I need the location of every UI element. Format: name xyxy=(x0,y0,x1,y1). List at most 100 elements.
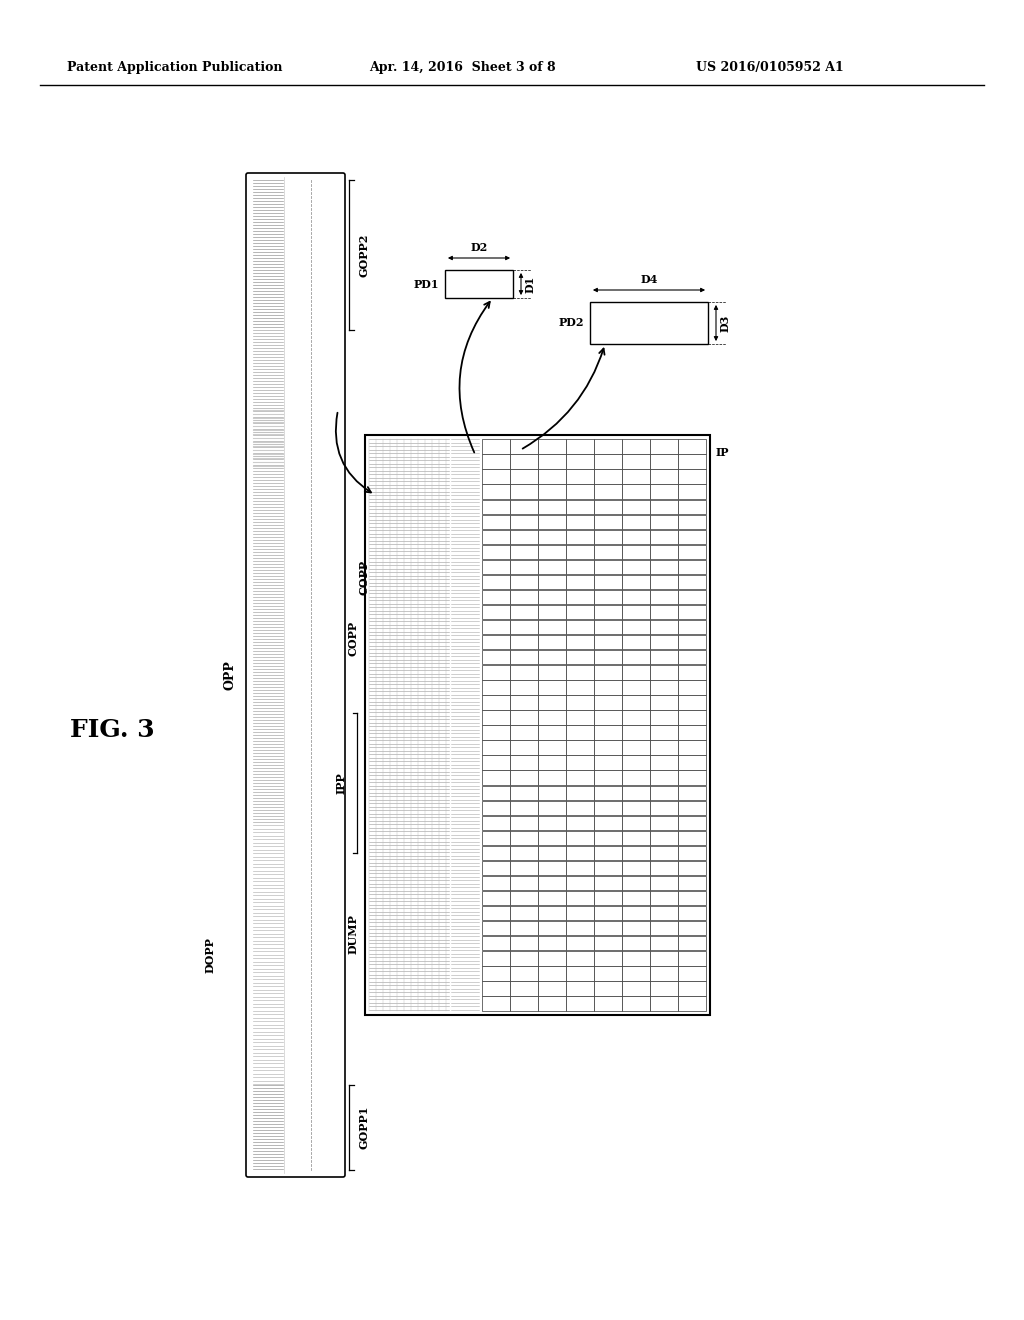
Bar xyxy=(623,997,649,1011)
Bar xyxy=(482,545,510,560)
Bar xyxy=(566,800,594,814)
Bar xyxy=(650,470,678,484)
Text: D4: D4 xyxy=(640,275,657,285)
Bar xyxy=(594,590,622,605)
Bar xyxy=(510,499,538,513)
Bar xyxy=(482,440,510,454)
Bar xyxy=(594,816,622,830)
Bar xyxy=(678,846,706,861)
Text: COPP: COPP xyxy=(358,560,370,595)
Bar xyxy=(623,891,649,906)
Bar xyxy=(482,830,510,845)
Bar xyxy=(482,680,510,694)
Text: GOPP1: GOPP1 xyxy=(358,1106,370,1150)
Bar xyxy=(566,560,594,574)
Bar xyxy=(594,966,622,981)
Bar xyxy=(566,755,594,770)
Bar xyxy=(482,771,510,785)
Bar xyxy=(623,710,649,725)
Text: COPP: COPP xyxy=(347,620,358,656)
Bar xyxy=(678,861,706,875)
Bar xyxy=(678,755,706,770)
Bar xyxy=(623,605,649,619)
Bar xyxy=(650,997,678,1011)
Bar xyxy=(678,635,706,649)
Bar xyxy=(510,771,538,785)
Bar xyxy=(482,997,510,1011)
Bar xyxy=(623,861,649,875)
Bar xyxy=(482,710,510,725)
Bar xyxy=(510,876,538,890)
Bar xyxy=(539,725,565,739)
Bar xyxy=(566,861,594,875)
Bar xyxy=(623,725,649,739)
Bar xyxy=(482,785,510,800)
Bar xyxy=(510,936,538,950)
Bar xyxy=(594,921,622,936)
Bar xyxy=(510,846,538,861)
Bar xyxy=(594,981,622,995)
Bar xyxy=(623,620,649,635)
Bar xyxy=(678,785,706,800)
Text: IPP: IPP xyxy=(336,772,346,793)
Bar xyxy=(678,800,706,814)
Text: FIG. 3: FIG. 3 xyxy=(70,718,155,742)
Bar xyxy=(482,499,510,513)
Bar xyxy=(678,966,706,981)
Bar xyxy=(623,484,649,499)
Bar xyxy=(482,484,510,499)
Bar xyxy=(650,680,678,694)
Bar xyxy=(650,696,678,710)
Text: Apr. 14, 2016  Sheet 3 of 8: Apr. 14, 2016 Sheet 3 of 8 xyxy=(369,62,555,74)
Bar xyxy=(650,816,678,830)
Bar xyxy=(678,499,706,513)
Bar xyxy=(623,665,649,680)
Bar xyxy=(510,649,538,664)
Bar xyxy=(482,574,510,589)
Bar xyxy=(650,484,678,499)
Bar xyxy=(539,440,565,454)
Bar xyxy=(594,515,622,529)
Bar xyxy=(678,545,706,560)
Bar xyxy=(510,574,538,589)
Bar xyxy=(566,649,594,664)
Bar xyxy=(678,936,706,950)
Bar xyxy=(623,906,649,920)
Bar xyxy=(678,830,706,845)
Bar xyxy=(482,861,510,875)
Bar xyxy=(482,560,510,574)
Bar xyxy=(539,966,565,981)
Bar xyxy=(482,966,510,981)
Bar xyxy=(594,574,622,589)
Bar xyxy=(623,470,649,484)
Bar xyxy=(510,997,538,1011)
Bar xyxy=(594,952,622,965)
Text: D1: D1 xyxy=(525,276,536,293)
Bar xyxy=(650,574,678,589)
Bar xyxy=(510,545,538,560)
Bar xyxy=(510,755,538,770)
Bar xyxy=(623,876,649,890)
Bar xyxy=(594,741,622,755)
Bar xyxy=(510,981,538,995)
Bar xyxy=(539,861,565,875)
Bar xyxy=(566,635,594,649)
Bar xyxy=(566,981,594,995)
Bar xyxy=(510,710,538,725)
Bar xyxy=(650,665,678,680)
Text: PD2: PD2 xyxy=(558,318,584,329)
Text: DUMP: DUMP xyxy=(347,913,358,954)
Bar xyxy=(678,649,706,664)
Bar xyxy=(445,271,513,298)
Bar xyxy=(566,590,594,605)
Text: IP: IP xyxy=(716,447,729,458)
Bar xyxy=(539,891,565,906)
Bar xyxy=(594,440,622,454)
Bar xyxy=(594,680,622,694)
Bar xyxy=(510,816,538,830)
Bar xyxy=(623,755,649,770)
Bar xyxy=(510,440,538,454)
Bar xyxy=(510,515,538,529)
Bar xyxy=(482,800,510,814)
Bar xyxy=(623,545,649,560)
